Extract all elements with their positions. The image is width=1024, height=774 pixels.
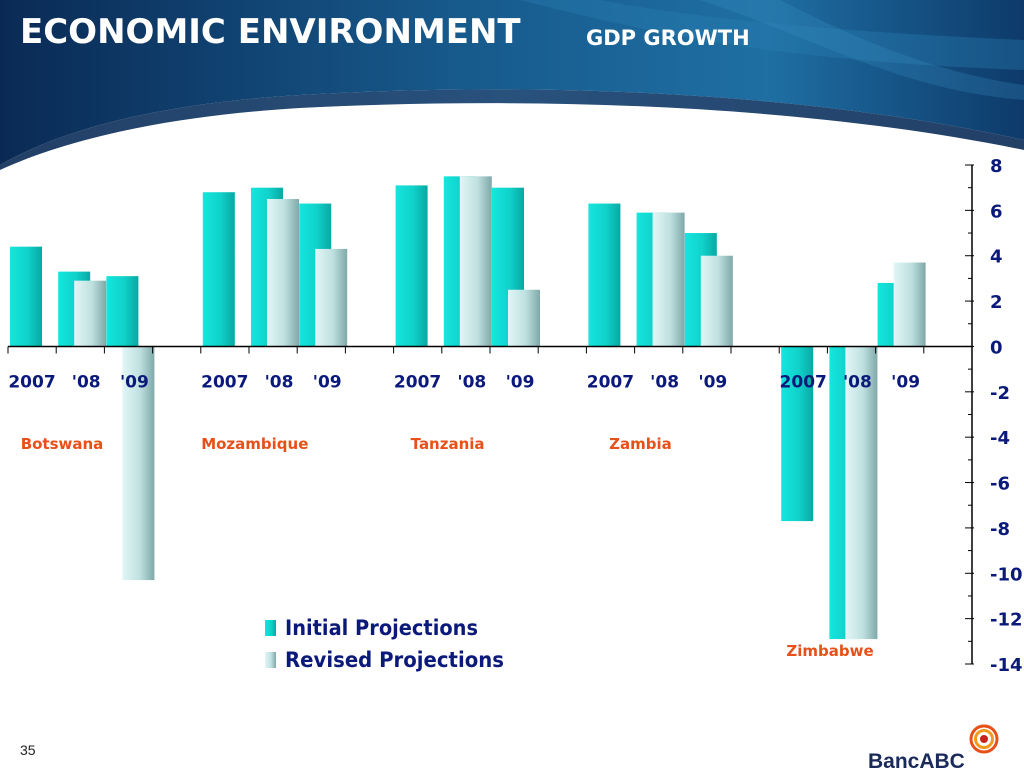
slide-subtitle: GDP GROWTH [586, 26, 750, 50]
logo-text: BancABC [868, 750, 965, 773]
y-tick-label: 2 [990, 292, 1003, 313]
legend-swatch-revised [265, 652, 276, 668]
bar-revised-mozambique-1 [267, 199, 299, 347]
x-tick-label-year: 2007 [780, 372, 827, 392]
bar-revised-botswana-1 [74, 280, 107, 347]
bar-initial-mozambique-0 [202, 192, 235, 347]
x-tick-label-year: '09 [120, 372, 149, 392]
bars-layer [10, 176, 926, 640]
y-tick-label: 8 [990, 156, 1003, 177]
x-tick-label-year: 2007 [201, 372, 248, 392]
x-tick-label-year: '08 [457, 372, 486, 392]
bar-initial-tanzania-0 [395, 185, 428, 347]
x-tick-label-year: 2007 [587, 372, 634, 392]
x-tick-label-year: '08 [843, 372, 872, 392]
bar-initial-botswana-2 [106, 276, 139, 347]
legend: Initial Projections Revised Projections [265, 616, 504, 672]
legend-label-initial: Initial Projections [285, 616, 478, 640]
country-label-zimbabwe: Zimbabwe [786, 642, 873, 660]
country-label-mozambique: Mozambique [201, 435, 308, 453]
header-banner: ECONOMIC ENVIRONMENT GDP GROWTH [0, 0, 1024, 170]
x-tick-label-year: '08 [72, 372, 101, 392]
bar-initial-botswana-0 [10, 246, 42, 347]
x-tick-label-year: 2007 [394, 372, 441, 392]
country-label-zambia: Zambia [609, 435, 672, 453]
x-tick-label-year: '09 [891, 372, 920, 392]
y-tick-label: -14 [990, 655, 1023, 676]
y-tick-label: -12 [990, 610, 1023, 631]
country-label-botswana: Botswana [21, 435, 104, 453]
bar-revised-zimbabwe-2 [893, 262, 926, 347]
bar-revised-botswana-2 [122, 346, 155, 581]
x-tick-label-year: '08 [650, 372, 679, 392]
y-tick-label: -2 [990, 383, 1010, 404]
y-tick-label: 4 [990, 247, 1003, 268]
header-background [0, 0, 1024, 170]
x-tick-label-year: 2007 [8, 372, 55, 392]
axis-layer: 8 6 4 2 0 -2 -4 -6 -8 -10 -12 -14 [7, 156, 1023, 676]
legend-label-revised: Revised Projections [285, 648, 504, 672]
bar-revised-tanzania-1 [459, 176, 492, 347]
y-tick-label: 6 [990, 201, 1003, 222]
banc-abc-logo: BancABC [868, 724, 1008, 773]
y-tick-label: -4 [990, 428, 1010, 449]
x-tick-label-year: '08 [265, 372, 294, 392]
bar-revised-mozambique-2 [315, 248, 348, 347]
y-tick-label: -10 [990, 564, 1023, 585]
x-tick-label-year: '09 [698, 372, 727, 392]
y-tick-label: -8 [990, 519, 1010, 540]
y-tick-label: 0 [990, 337, 1003, 358]
bar-initial-zambia-0 [588, 203, 621, 347]
country-label-tanzania: Tanzania [411, 435, 485, 453]
bar-initial-zimbabwe-0 [781, 346, 814, 522]
page-number: 35 [20, 742, 36, 758]
slide-title: ECONOMIC ENVIRONMENT [20, 12, 521, 52]
bar-revised-tanzania-2 [508, 289, 540, 347]
bar-revised-zambia-2 [700, 255, 733, 347]
bar-revised-zambia-1 [652, 212, 685, 347]
legend-swatch-initial [265, 620, 276, 636]
labels-layer: 2007 '08 '09 Botswana 2007 '08 '09 Mozambique 20… [8, 372, 920, 660]
y-tick-label: -6 [990, 474, 1010, 495]
x-tick-label-year: '09 [313, 372, 342, 392]
swirl-logo-icon [969, 724, 999, 754]
bar-revised-zimbabwe-1 [845, 346, 878, 640]
x-tick-label-year: '09 [506, 372, 535, 392]
